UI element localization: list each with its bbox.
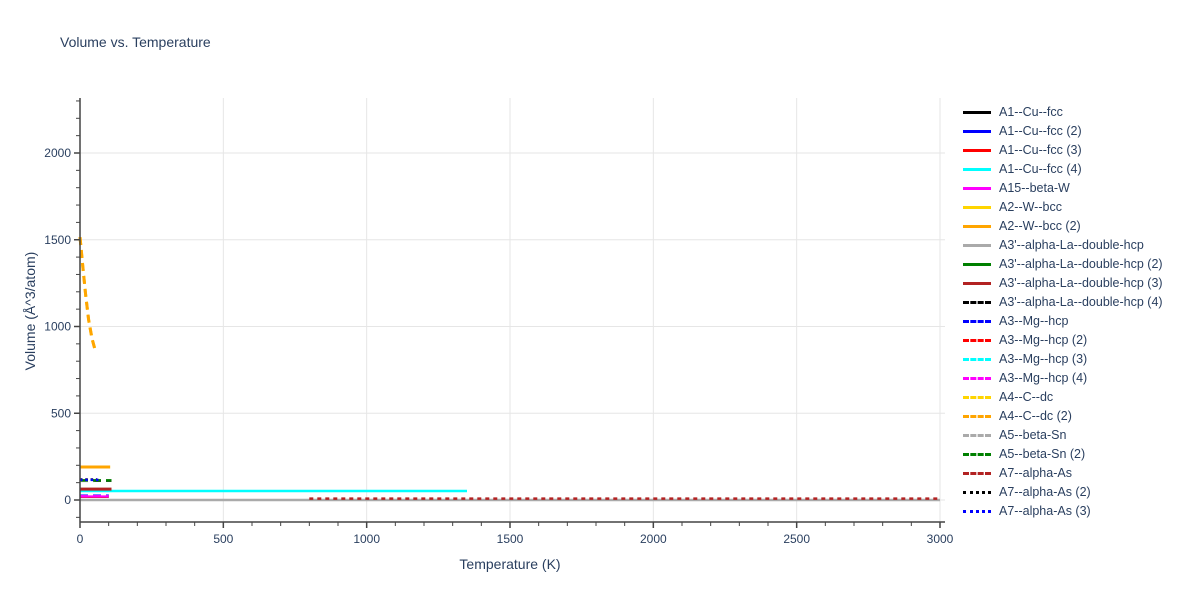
legend-item[interactable]: A2--W--bcc (2) (963, 217, 1163, 236)
legend-item[interactable]: A1--Cu--fcc (963, 103, 1163, 122)
legend-item-label: A2--W--bcc (2) (999, 219, 1081, 233)
x-tick-label: 2500 (783, 532, 810, 546)
legend-item[interactable]: A5--beta-Sn (2) (963, 445, 1163, 464)
legend-item-label: A1--Cu--fcc (4) (999, 162, 1082, 176)
legend-item-label: A3--Mg--hcp (2) (999, 333, 1088, 347)
legend-line-swatch-icon (963, 263, 991, 266)
legend-item-label: A2--W--bcc (999, 200, 1062, 214)
legend-item[interactable]: A1--Cu--fcc (2) (963, 122, 1163, 141)
legend-item-label: A3--Mg--hcp (3) (999, 352, 1088, 366)
legend-line-swatch-icon (963, 491, 991, 494)
legend-line-swatch-icon (963, 111, 991, 114)
x-tick-label: 0 (77, 532, 84, 546)
legend-line-swatch-icon (963, 130, 991, 133)
series-line (78, 236, 98, 353)
legend-line-swatch-icon (963, 358, 991, 361)
legend-line-swatch-icon (963, 206, 991, 209)
legend-item[interactable]: A2--W--bcc (963, 198, 1163, 217)
legend-item[interactable]: A4--C--dc (963, 388, 1163, 407)
legend-item[interactable]: A3'--alpha-La--double-hcp (963, 236, 1163, 255)
y-tick-label: 500 (51, 406, 71, 420)
legend-item-label: A3--Mg--hcp (4) (999, 371, 1088, 385)
x-tick-label: 1000 (353, 532, 380, 546)
y-tick-label: 0 (64, 493, 71, 507)
legend-item-label: A15--beta-W (999, 181, 1070, 195)
legend-item-label: A7--alpha-As (999, 466, 1072, 480)
legend-item[interactable]: A3'--alpha-La--double-hcp (3) (963, 274, 1163, 293)
legend-item[interactable]: A15--beta-W (963, 179, 1163, 198)
legend-item[interactable]: A7--alpha-As (3) (963, 502, 1163, 521)
legend-item[interactable]: A7--alpha-As (963, 464, 1163, 483)
legend-item[interactable]: A3'--alpha-La--double-hcp (4) (963, 293, 1163, 312)
legend-item-label: A4--C--dc (999, 390, 1054, 404)
x-tick-label: 3000 (927, 532, 954, 546)
legend-item-label: A1--Cu--fcc (999, 105, 1063, 119)
legend-item[interactable]: A5--beta-Sn (963, 426, 1163, 445)
legend-item-label: A7--alpha-As (3) (999, 504, 1091, 518)
legend-item-label: A1--Cu--fcc (2) (999, 124, 1082, 138)
legend-item[interactable]: A1--Cu--fcc (4) (963, 160, 1163, 179)
legend-line-swatch-icon (963, 225, 991, 228)
legend-item[interactable]: A3'--alpha-La--double-hcp (2) (963, 255, 1163, 274)
legend-line-swatch-icon (963, 187, 991, 190)
legend-line-swatch-icon (963, 434, 991, 437)
legend: A1--Cu--fcc A1--Cu--fcc (2) A1--Cu--fcc (3… (963, 103, 1163, 521)
legend-line-swatch-icon (963, 320, 991, 323)
legend-line-swatch-icon (963, 282, 991, 285)
legend-line-swatch-icon (963, 149, 991, 152)
legend-line-swatch-icon (963, 510, 991, 513)
x-tick-label: 500 (213, 532, 233, 546)
legend-item[interactable]: A3--Mg--hcp (2) (963, 331, 1163, 350)
legend-line-swatch-icon (963, 396, 991, 399)
legend-item[interactable]: A7--alpha-As (2) (963, 483, 1163, 502)
x-axis-title: Temperature (K) (459, 556, 561, 572)
x-tick-label: 1500 (497, 532, 524, 546)
legend-line-swatch-icon (963, 377, 991, 380)
legend-item-label: A3--Mg--hcp (999, 314, 1069, 328)
legend-line-swatch-icon (963, 472, 991, 475)
legend-line-swatch-icon (963, 244, 991, 247)
legend-item-label: A1--Cu--fcc (3) (999, 143, 1082, 157)
chart-title: Volume vs. Temperature (60, 34, 211, 50)
legend-line-swatch-icon (963, 415, 991, 418)
legend-line-swatch-icon (963, 453, 991, 456)
legend-item-label: A3'--alpha-La--double-hcp (3) (999, 276, 1163, 290)
x-tick-label: 2000 (640, 532, 667, 546)
legend-item[interactable]: A3--Mg--hcp (3) (963, 350, 1163, 369)
legend-item-label: A5--beta-Sn (2) (999, 447, 1086, 461)
legend-item-label: A3'--alpha-La--double-hcp (2) (999, 257, 1163, 271)
legend-item-label: A3'--alpha-La--double-hcp (4) (999, 295, 1163, 309)
legend-item-label: A3'--alpha-La--double-hcp (999, 238, 1144, 252)
y-tick-label: 1500 (44, 233, 71, 247)
legend-line-swatch-icon (963, 301, 991, 304)
legend-item[interactable]: A1--Cu--fcc (3) (963, 141, 1163, 160)
legend-item-label: A7--alpha-As (2) (999, 485, 1091, 499)
legend-item[interactable]: A3--Mg--hcp (4) (963, 369, 1163, 388)
y-tick-label: 1000 (44, 320, 71, 334)
y-tick-label: 2000 (44, 146, 71, 160)
y-axis-title: Volume (Å^3/atom) (22, 251, 38, 371)
legend-item-label: A4--C--dc (2) (999, 409, 1072, 423)
legend-item-label: A5--beta-Sn (999, 428, 1067, 442)
legend-line-swatch-icon (963, 168, 991, 171)
legend-line-swatch-icon (963, 339, 991, 342)
legend-item[interactable]: A4--C--dc (2) (963, 407, 1163, 426)
legend-item[interactable]: A3--Mg--hcp (963, 312, 1163, 331)
